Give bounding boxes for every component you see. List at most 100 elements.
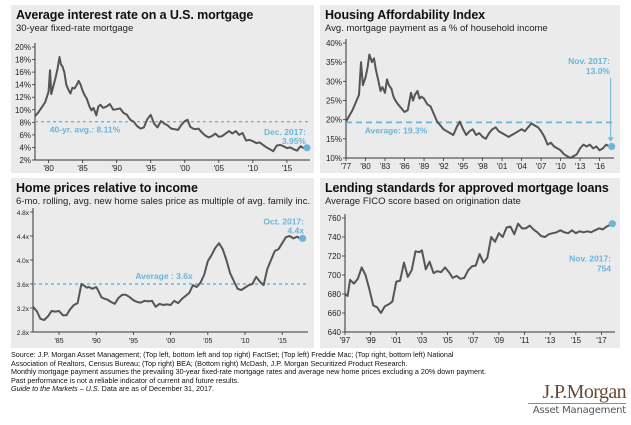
y-tick-label: 720 — [328, 252, 342, 261]
series-line — [345, 53, 612, 159]
y-tick-label: 700 — [328, 271, 342, 280]
x-tick-label: '03 — [417, 336, 428, 345]
y-tick-label: 10% — [15, 106, 31, 115]
x-tick-label: '85 — [77, 164, 88, 173]
x-tick-label: '10 — [248, 164, 259, 173]
y-tick-label: 20% — [15, 43, 31, 52]
chart-title: Home prices relative to income — [16, 181, 198, 195]
y-tick-label: 640 — [328, 328, 342, 337]
endpoint-marker — [608, 142, 616, 151]
x-tick-label: '05 — [203, 338, 212, 345]
x-tick-label: '89 — [419, 162, 430, 171]
x-tick-label: '98 — [477, 162, 488, 171]
endpoint-label-date: Nov. 2017: — [569, 254, 611, 264]
x-tick-label: '77 — [341, 162, 352, 171]
x-tick-label: '05 — [214, 164, 225, 173]
x-tick-label: '04 — [516, 162, 527, 171]
y-tick-label: 3.6x — [17, 282, 30, 289]
series-line — [32, 235, 304, 321]
x-tick-label: '00 — [166, 338, 175, 345]
x-tick-label: '90 — [92, 338, 101, 345]
logo-brand: J.P.Morgan — [528, 382, 627, 404]
y-tick-label: 2% — [19, 156, 31, 165]
x-tick-label: '80 — [360, 162, 371, 171]
y-tick-label: 16% — [15, 68, 31, 77]
guide-title: Guide to the Markets – U.S. — [11, 384, 100, 394]
chart-subtitle: Avg. mortgage payment as a % of househol… — [325, 23, 548, 34]
x-tick-label: '95 — [458, 162, 469, 171]
fico-panel: Lending standards for approved mortgage … — [320, 178, 620, 348]
y-tick-label: 40% — [326, 39, 342, 48]
data-as-of: Data are as of December 31, 2017. — [99, 384, 214, 394]
y-tick-label: 6% — [19, 131, 31, 140]
x-tick-label: '90 — [111, 164, 122, 173]
y-tick-label: 20% — [326, 116, 342, 125]
x-tick-label: '10 — [240, 338, 249, 345]
endpoint-marker — [303, 144, 311, 152]
x-tick-label: '15 — [282, 164, 293, 173]
average-label: Average : 3.6x — [135, 271, 193, 281]
y-tick-label: 35% — [326, 58, 342, 67]
x-tick-label: '13 — [575, 162, 586, 171]
y-tick-label: 740 — [328, 233, 342, 242]
x-tick-label: '07 — [536, 162, 547, 171]
y-tick-label: 4.0x — [17, 258, 30, 265]
x-tick-label: '86 — [399, 162, 410, 171]
y-tick-label: 660 — [328, 309, 342, 318]
chart-fico-score: 640 660 680 700 720 740 760 '97 '99 '01 '03 '05 '07 '… — [328, 214, 616, 345]
x-tick-label: '85 — [54, 338, 63, 345]
x-tick-label: '17 — [596, 336, 607, 345]
chart-subtitle: 30-year fixed-rate mortgage — [16, 23, 134, 34]
jpmorgan-logo: J.P.Morgan Asset Management — [528, 382, 627, 417]
footnote-line: Monthly mortgage payment assumes the pre… — [11, 367, 487, 377]
x-tick-label: '99 — [365, 336, 376, 345]
endpoint-label-value: 4.4x — [287, 225, 304, 235]
x-tick-label: '95 — [146, 164, 157, 173]
endpoint-label-date: Dec. 2017: — [264, 127, 306, 137]
y-tick-label: 680 — [328, 290, 342, 299]
series-line — [34, 56, 308, 153]
chart-affordability-index: 10% 15% 20% 25% 30% 35% 40% '77 '80 '83 '86 '89 '92 '… — [326, 39, 616, 171]
endpoint-marker — [608, 220, 616, 228]
x-tick-label: '16 — [594, 162, 605, 171]
y-tick-label: 4.4x — [17, 234, 30, 241]
y-tick-label: 2.8x — [17, 330, 30, 337]
x-tick-label: '05 — [442, 336, 453, 345]
footnote-line: Association of Realtors, Census Bureau; … — [11, 358, 408, 368]
y-tick-label: 14% — [15, 81, 31, 90]
x-tick-label: '15 — [571, 336, 582, 345]
footnote-line: Source: J.P. Morgan Asset Management; (T… — [11, 350, 454, 359]
y-tick-label: 12% — [15, 93, 31, 102]
chart-subtitle: 6-mo. rolling, avg. new home sales price… — [16, 196, 311, 207]
footnote-guide-line: Guide to the Markets – U.S. Data are as … — [11, 385, 491, 394]
chart-title: Average interest rate on a U.S. mortgage — [16, 8, 254, 22]
footnote-line: Past performance is not a reliable indic… — [11, 375, 240, 385]
endpoint-marker — [299, 234, 307, 242]
y-tick-label: 4% — [19, 143, 31, 152]
x-tick-label: '95 — [129, 338, 138, 345]
y-tick-label: 30% — [326, 77, 342, 86]
x-tick-label: '01 — [497, 162, 508, 171]
x-tick-label: '00 — [180, 164, 191, 173]
x-tick-label: '92 — [438, 162, 449, 171]
x-tick-label: '97 — [340, 336, 351, 345]
x-tick-label: '83 — [380, 162, 391, 171]
y-tick-label: 10% — [326, 154, 342, 163]
endpoint-label-value: 3.95% — [282, 136, 307, 146]
x-tick-label: '15 — [278, 338, 287, 345]
x-tick-label: '07 — [468, 336, 479, 345]
footnote: Source: J.P. Morgan Asset Management; (T… — [11, 350, 491, 394]
y-tick-label: 760 — [328, 214, 342, 223]
price-income-panel: Home prices relative to income 6-mo. rol… — [11, 178, 314, 348]
y-tick-label: 4.8x — [17, 210, 30, 217]
endpoint-label-date: Oct. 2017: — [263, 216, 304, 226]
mortgage-rate-panel: Average interest rate on a U.S. mortgage… — [11, 5, 314, 173]
chart-title: Housing Affordability Index — [325, 8, 486, 22]
y-tick-label: 3.2x — [17, 306, 30, 313]
y-tick-label: 25% — [326, 97, 342, 106]
chart-price-to-income: 2.8x 3.2x 3.6x 4.0x 4.4x 4.8x '85 '90 '95 '00 '05 '… — [17, 208, 308, 345]
average-label: 40-yr. avg.: 8.11% — [50, 125, 121, 135]
x-tick-label: '11 — [520, 336, 530, 345]
x-tick-label: '01 — [391, 336, 402, 345]
